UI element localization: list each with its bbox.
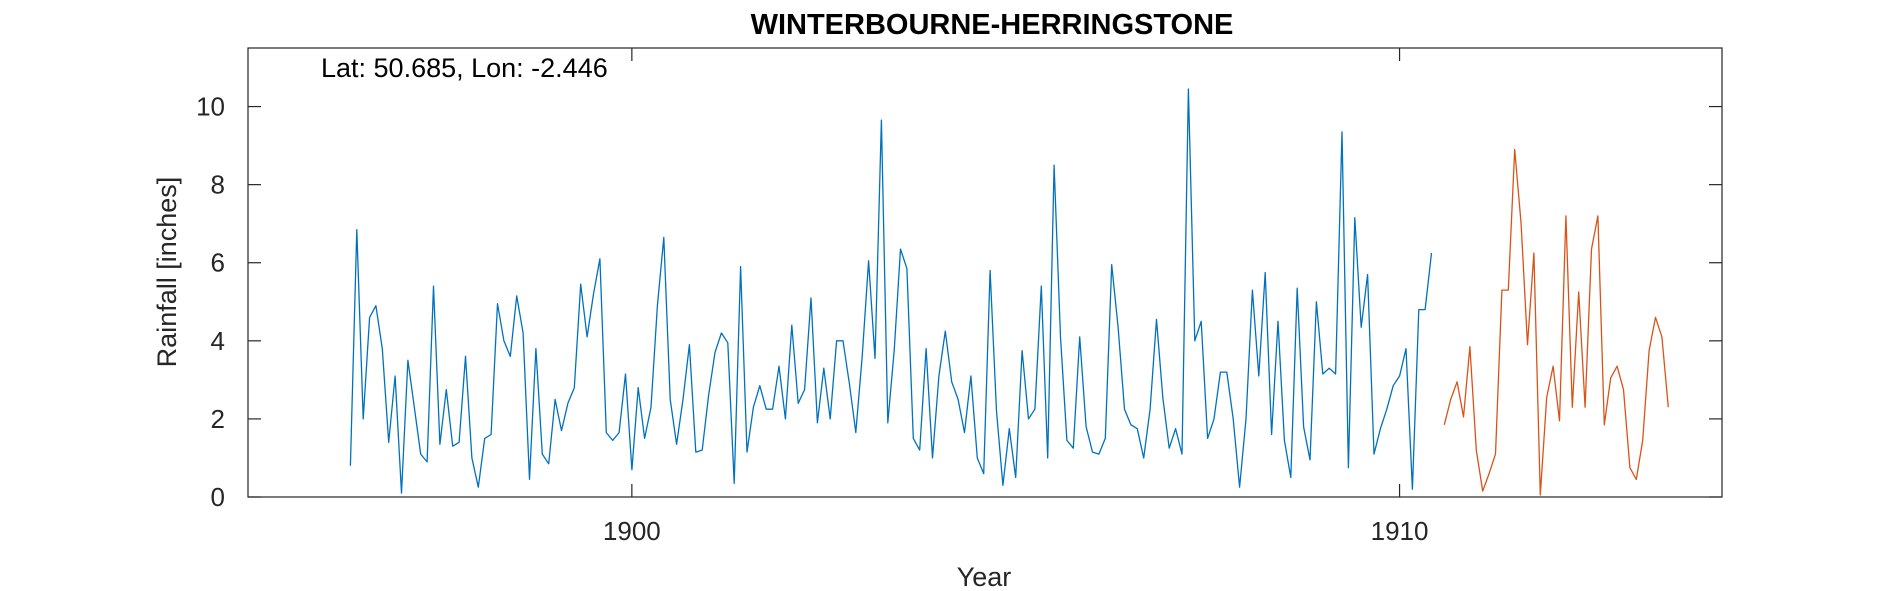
plot-box bbox=[247, 47, 1723, 498]
y-tick-label: 8 bbox=[211, 170, 225, 200]
axis-tick-labels: 0 2 4 6 8 10 1900 1910 bbox=[196, 92, 1428, 546]
x-tick-label: 1900 bbox=[603, 516, 661, 546]
series-line-1 bbox=[349, 88, 1433, 494]
y-tick-label: 4 bbox=[211, 326, 225, 356]
y-tick-label: 6 bbox=[211, 248, 225, 278]
y-tick-label: 2 bbox=[211, 404, 225, 434]
y-tick-label: 0 bbox=[211, 482, 225, 512]
y-tick-label: 10 bbox=[196, 92, 225, 122]
x-tick-label: 1910 bbox=[1371, 516, 1429, 546]
chart-title: WINTERBOURNE-HERRINGSTONE bbox=[751, 9, 1234, 41]
x-axis-label: Year bbox=[957, 562, 1012, 591]
plot-series bbox=[349, 88, 1669, 496]
series-line-2 bbox=[1443, 148, 1669, 496]
axis-ticks bbox=[248, 48, 1722, 498]
y-axis-label: Rainfall [inches] bbox=[152, 177, 182, 368]
location-annotation: Lat: 50.685, Lon: -2.446 bbox=[321, 53, 608, 83]
